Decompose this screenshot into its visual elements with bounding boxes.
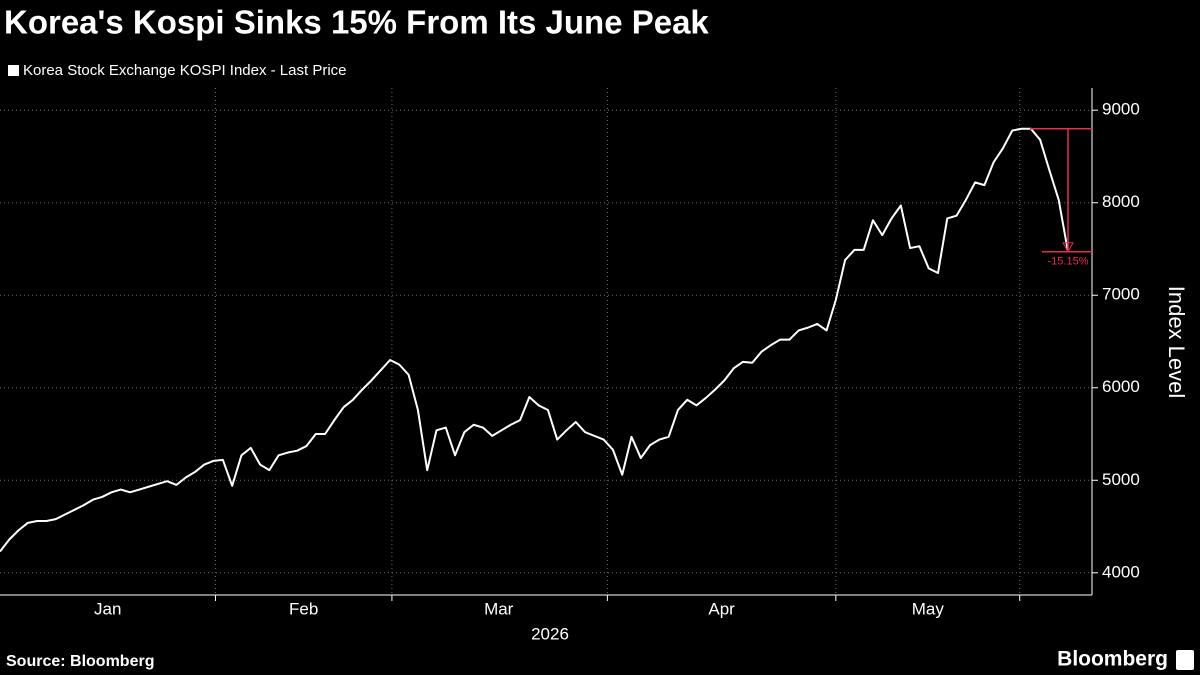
x-tick-label: May [912, 599, 945, 618]
y-tick-label: 4000 [1102, 562, 1140, 581]
y-tick-label: 8000 [1102, 192, 1140, 211]
chart-title: Korea's Kospi Sinks 15% From Its June Pe… [4, 4, 709, 41]
x-tick-label: Apr [708, 599, 735, 618]
annotation-arrowhead [1062, 242, 1074, 253]
x-tick-label: Jan [94, 599, 121, 618]
y-tick-label: 7000 [1102, 285, 1140, 304]
line-series [0, 127, 1069, 553]
y-tick-label: 6000 [1102, 377, 1140, 396]
annotation-label: -15.15% [1048, 256, 1089, 268]
source: Source: Bloomberg [6, 653, 154, 670]
y-axis-label: Index Level [1164, 286, 1189, 399]
y-tick-label: 9000 [1102, 100, 1140, 119]
brand: Bloomberg [1057, 648, 1168, 671]
legend-swatch [8, 65, 19, 76]
y-tick-label: 5000 [1102, 470, 1140, 489]
x-tick-label: Mar [484, 599, 514, 618]
legend-label: Korea Stock Exchange KOSPI Index - Last … [23, 62, 347, 79]
x-axis-label: 2026 [531, 624, 569, 643]
x-tick-label: Feb [289, 599, 318, 618]
brand-icon [1176, 650, 1194, 670]
